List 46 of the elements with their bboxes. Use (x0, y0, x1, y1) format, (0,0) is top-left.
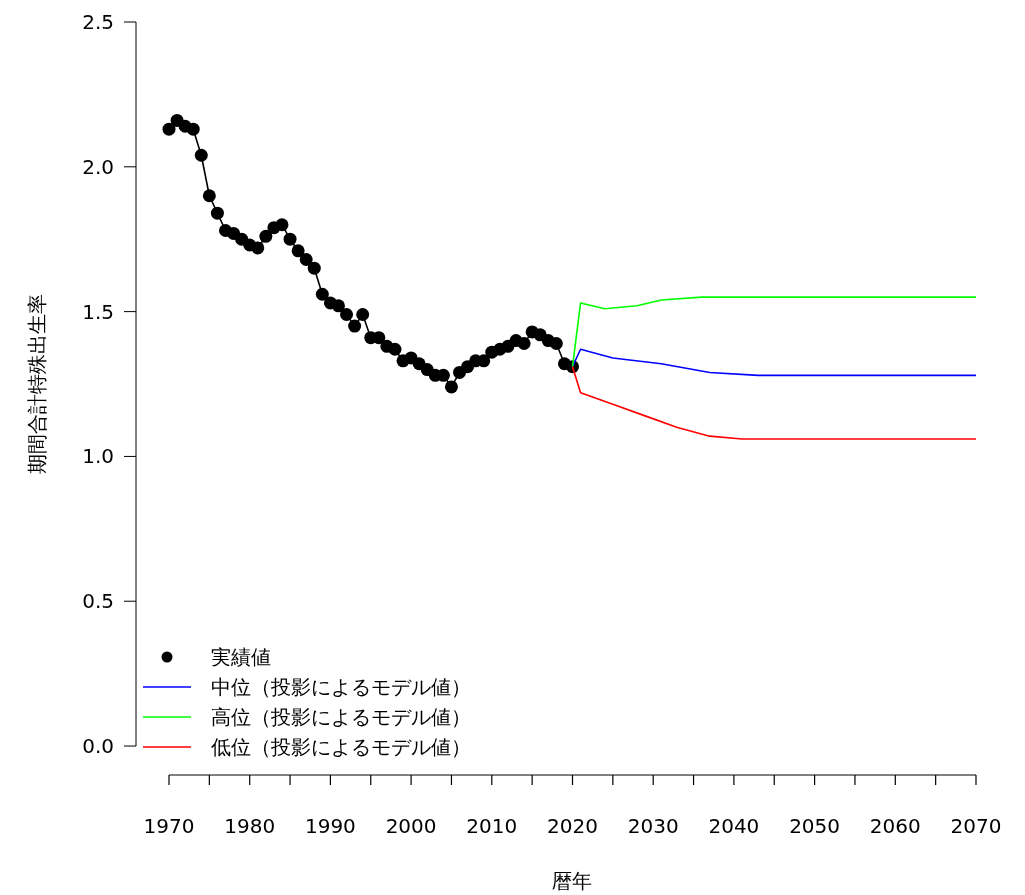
x-tick-label: 2060 (869, 814, 921, 838)
x-tick-label: 2010 (466, 814, 518, 838)
point (259, 229, 273, 243)
y-tick-label: 1.5 (82, 299, 114, 324)
x-tick-label: 2040 (708, 814, 760, 838)
x-tick-label: 1970 (143, 814, 195, 838)
legend-label: 低位（投影によるモデル値） (211, 735, 471, 759)
point (291, 244, 305, 258)
x-tick-label: 2070 (950, 814, 1002, 838)
point (348, 319, 362, 333)
point (444, 380, 458, 394)
x-tick-label: 2020 (547, 814, 598, 838)
legend-label: 実績値 (211, 645, 271, 669)
point (299, 252, 313, 266)
point (194, 148, 208, 162)
legend-label: 高位（投影によるモデル値） (211, 705, 471, 729)
point (283, 232, 297, 246)
y-axis-title: 期間合計特殊出生率 (25, 294, 49, 474)
x-tick-label: 1980 (224, 814, 276, 838)
y-tick-label: 2.0 (82, 154, 114, 179)
point (549, 336, 563, 350)
x-tick-label: 2000 (385, 814, 437, 838)
point (340, 308, 354, 322)
x-tick-label: 1990 (304, 814, 356, 838)
y-tick-label: 1.0 (82, 444, 114, 469)
point (356, 308, 370, 322)
point (210, 206, 224, 220)
point (162, 122, 176, 136)
point (186, 122, 200, 136)
point (315, 287, 329, 301)
x-tick-label: 2030 (627, 814, 679, 838)
point (388, 342, 402, 356)
point (202, 189, 216, 203)
x-axis-title: 暦年 (552, 869, 592, 893)
point (307, 261, 321, 275)
x-tick-label: 2050 (789, 814, 841, 838)
legend-label: 中位（投影によるモデル値） (211, 675, 471, 699)
y-tick-label: 0.5 (82, 589, 114, 614)
y-tick-label: 0.0 (82, 734, 114, 759)
point (251, 241, 265, 255)
point (331, 299, 345, 313)
point (275, 218, 289, 232)
point (517, 336, 531, 350)
point (372, 331, 386, 345)
y-tick-label: 2.5 (82, 10, 114, 34)
point (477, 354, 491, 368)
